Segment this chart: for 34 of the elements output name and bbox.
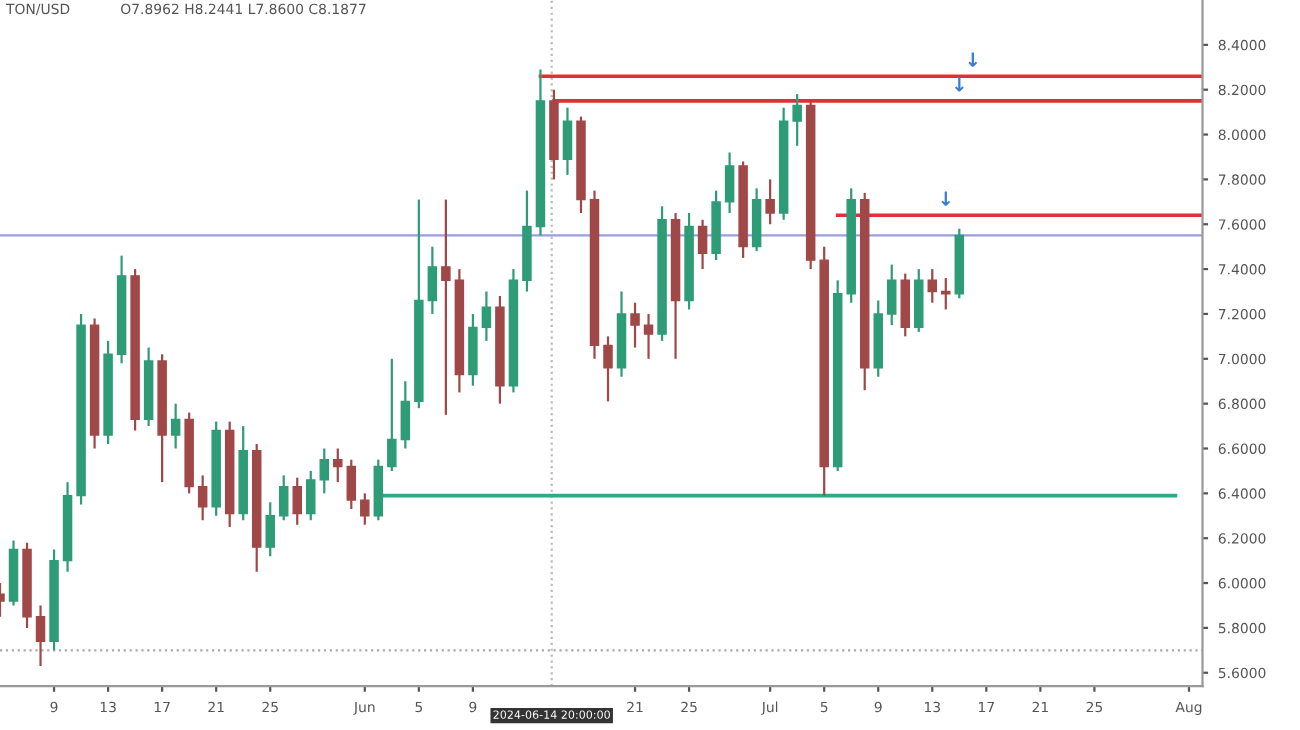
candlestick <box>481 290 492 342</box>
candlestick <box>441 198 451 416</box>
candlestick <box>927 267 938 304</box>
candlestick <box>886 263 897 327</box>
candlestick <box>170 402 181 450</box>
candlestick <box>697 218 708 271</box>
candlestick <box>346 458 357 511</box>
candlestick <box>319 447 330 495</box>
candlestick <box>387 357 397 473</box>
candlestick <box>400 380 411 450</box>
candlestick <box>360 492 370 526</box>
candlestick <box>603 335 613 403</box>
candlestick <box>292 476 302 526</box>
candlestick <box>630 301 640 349</box>
candlestick <box>643 312 654 360</box>
candlestick <box>900 272 911 338</box>
candlestick <box>914 267 924 333</box>
candlestick <box>468 312 478 387</box>
candlestick <box>765 178 775 226</box>
annotation: ↓ <box>954 77 964 92</box>
candlestick <box>724 151 735 215</box>
candlestick <box>562 106 573 177</box>
annotation: ↓ <box>968 52 978 67</box>
candlestick <box>278 474 289 522</box>
candlestick <box>333 447 343 484</box>
candlestick <box>197 474 208 522</box>
candlestick <box>265 501 275 558</box>
candlestick <box>427 245 438 316</box>
candlestick <box>751 187 762 253</box>
candlestick <box>306 469 316 522</box>
candlestick <box>792 93 802 147</box>
annotation: ↓ <box>941 191 951 206</box>
candlestick <box>941 276 951 311</box>
candlestick <box>35 604 46 668</box>
